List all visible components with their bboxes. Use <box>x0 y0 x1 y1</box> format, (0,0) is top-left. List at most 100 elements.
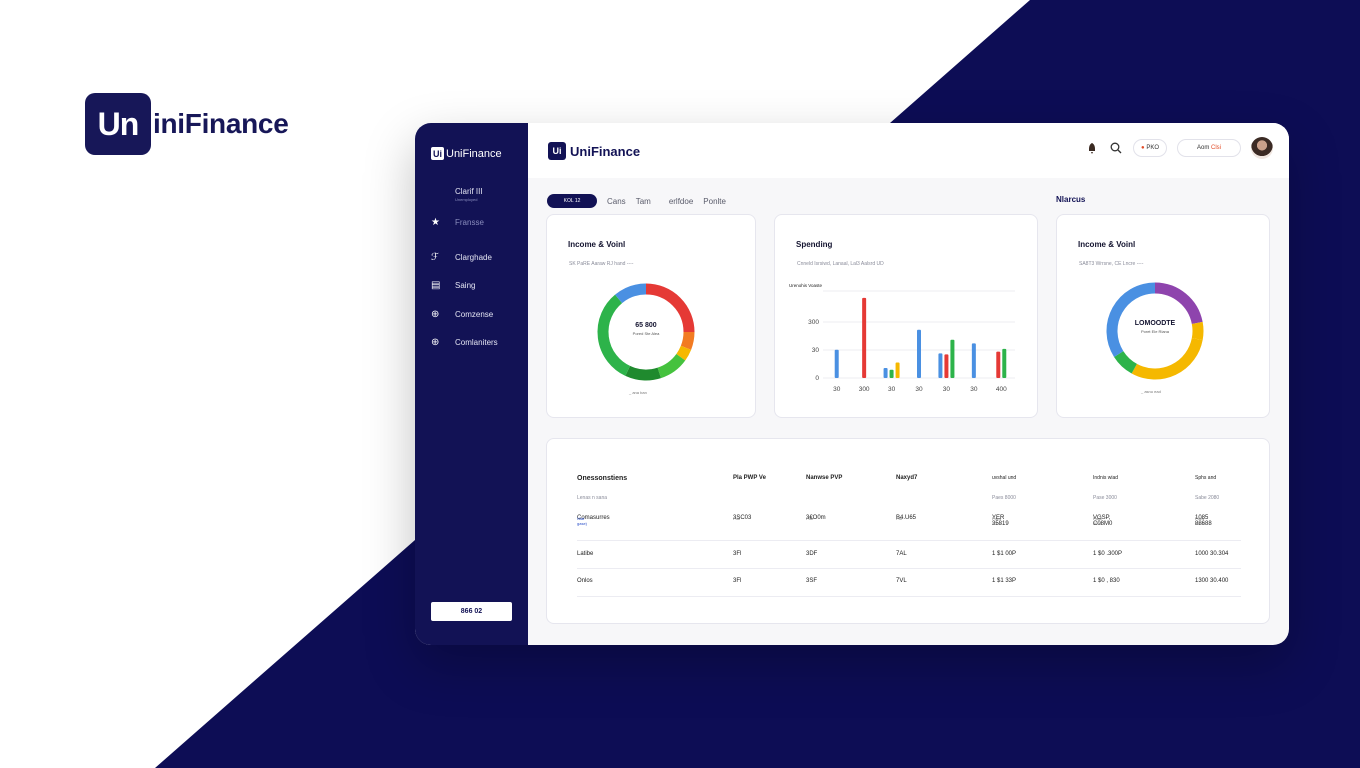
topbar-logo-mark: Ui <box>548 142 566 160</box>
sidebar-item-label: Clarif III <box>455 187 483 196</box>
x-tick-label: 300 <box>859 386 870 393</box>
main-content: Ui UniFinance ● PKO Aom Clsi KO <box>528 123 1289 645</box>
card-title: Income & Voinl <box>568 240 626 249</box>
bar-2-6 <box>1002 348 1007 378</box>
column-header: Nanwse PVP <box>806 475 843 481</box>
search-icon[interactable] <box>1109 141 1123 155</box>
sidebar-item-comlaniters[interactable]: ⊕ Comlaniters <box>431 337 498 348</box>
x-tick-label: 30 <box>915 386 923 393</box>
sidebar-logo-mark: Ui <box>431 147 444 160</box>
table-cell: 1 $0 .300P <box>1093 551 1123 557</box>
user-menu[interactable]: Aom Clsi <box>1177 139 1241 157</box>
card-title: Income & Voinl <box>1078 240 1136 249</box>
table-subtitle: Lenas n sana <box>577 495 608 501</box>
row-label: Comasurres <box>577 515 610 521</box>
donut-slice <box>680 331 695 350</box>
table-cell: B4.U65 <box>896 515 917 521</box>
globe-icon: ⊕ <box>431 309 440 320</box>
sidebar-logo[interactable]: Ui UniFinance <box>431 147 502 160</box>
bar-1-4 <box>944 354 949 378</box>
y-axis-label: Urenohis Voaste <box>789 283 823 288</box>
bar-1-6 <box>996 351 1001 378</box>
table-row[interactable]: Onlos 3Fl 3SF 7VL 1 $1 33P 1 $0 , 830 13… <box>577 569 1241 597</box>
table-cell: 1 $0 , 830 <box>1093 578 1120 584</box>
y-tick-label: 0 <box>815 375 819 382</box>
table-cell-sub: Pdb <box>806 516 814 521</box>
donut-slice <box>1114 350 1138 374</box>
table-cell: 7AL <box>896 551 907 557</box>
tab-ponlte[interactable]: Ponlte <box>703 196 726 206</box>
table-cell-sub: Pase 3000 <box>1093 516 1103 526</box>
status-pill[interactable]: ● PKO <box>1133 139 1167 157</box>
sidebar-item-label: Fransse <box>455 218 484 227</box>
transactions-table: Onessonstiens Pla PWP Ve Nanwse PVP Naxy… <box>577 475 1241 597</box>
column-subheader: Pase 3000 <box>1093 495 1117 501</box>
sidebar: Ui UniFinance Clarif III Unemployed ★ Fr… <box>415 123 528 645</box>
table-cell: 1085 88688 <box>1195 515 1212 527</box>
table-subheader-row: Lenas n sana Paes 8000 Pase 3000 Sabe 20… <box>577 495 1241 515</box>
column-header: Sphs and <box>1195 475 1217 481</box>
tab-cans[interactable]: Cans <box>607 196 626 206</box>
column-subheader: Sabe 2080 <box>1195 495 1220 501</box>
x-tick-label: 30 <box>888 386 896 393</box>
donut-slice <box>1154 282 1203 325</box>
donut-slice <box>615 283 647 304</box>
sidebar-item-clarghade[interactable]: ℱ Clarghade <box>431 252 492 263</box>
brand-name: iniFinance <box>153 108 289 139</box>
row-label: Onlos <box>577 578 593 584</box>
table-cell-sub: Pdb <box>733 516 741 521</box>
x-tick-label: 30 <box>833 386 841 393</box>
table-cell: YER 35819 <box>992 515 1009 527</box>
sidebar-logo-text: UniFinance <box>446 147 502 160</box>
bar-0-4 <box>938 353 943 378</box>
bar-2-2 <box>889 369 894 378</box>
user-name: Aom <box>1196 145 1210 151</box>
tab-bar: KOL 12 Cans Tam erlfdoe Ponlte <box>547 194 726 208</box>
table-cell: 1 $1 00P <box>992 551 1017 557</box>
table-cell: 3SF <box>806 578 818 584</box>
table-row[interactable]: Comasurres Nlat gase) 3SC03 Pdb 3€O0m Pdb B… <box>577 515 1241 541</box>
sidebar-item-fransse[interactable]: ★ Fransse <box>431 217 484 228</box>
status-pill-label: PKO <box>1146 145 1159 151</box>
topbar-logo[interactable]: Ui UniFinance <box>548 142 640 160</box>
bar-1-1 <box>862 297 867 378</box>
bar-0-5 <box>971 343 976 378</box>
x-tick-label: 400 <box>996 386 1007 393</box>
card-subtitle: SK PaRE Aaraw RJ hand ---- <box>569 261 634 267</box>
table-cell: 3€O0m <box>806 515 826 521</box>
column-header: uvshal und <box>992 475 1017 481</box>
bar-0-3 <box>917 329 921 378</box>
donut-center-value: LOMOODTE <box>1134 320 1176 327</box>
row-label: Latibe <box>577 551 594 557</box>
tab-tam[interactable]: Tam <box>635 196 651 206</box>
tab-erlfdoe[interactable]: erlfdoe <box>668 196 694 206</box>
card-footer: _ ana ban <box>629 390 647 395</box>
sidebar-item-clarif[interactable]: Clarif III Unemployed <box>431 187 483 202</box>
table-cell: 1 $1 33P <box>992 578 1017 584</box>
table-header-row: Onessonstiens Pla PWP Ve Nanwse PVP Naxy… <box>577 475 1241 495</box>
sidebar-item-saing[interactable]: ▤ Saing <box>431 280 475 291</box>
table-cell: 1300 30.400 <box>1195 578 1229 584</box>
tab-kol[interactable]: KOL 12 <box>547 194 597 208</box>
section-title: Nlarcus <box>1056 195 1086 204</box>
flame-icon: ● <box>1141 145 1145 151</box>
donut-center: 65 800 Pored Ste Alea <box>616 322 676 336</box>
spending-card: Spending Cnneld Isrsiwd, Lanaal, Lal3 Aa… <box>774 214 1038 418</box>
card-subtitle: Cnneld Isrsiwd, Lanaal, Lal3 Aalsrd UD <box>797 261 884 267</box>
notification-icon[interactable] <box>1085 141 1099 155</box>
table-row[interactable]: Latibe 3Fl 3DF 7AL 1 $1 00P 1 $0 .300P 1… <box>577 541 1241 569</box>
table-cell-sub: Pdes 3000 <box>992 516 1002 526</box>
topbar: Ui UniFinance ● PKO Aom Clsi <box>528 123 1289 178</box>
donut-slice <box>625 365 661 381</box>
table-cell-sub: Pdf <box>896 516 903 521</box>
table-cell: VGSP, C08M0 <box>1093 515 1113 527</box>
sidebar-action-button[interactable]: 866 02 <box>431 602 512 621</box>
avatar[interactable] <box>1251 137 1273 159</box>
column-subheader: Paes 8000 <box>992 495 1016 501</box>
brand-logo: Un iniFinance <box>85 93 289 155</box>
donut-slice <box>1191 321 1204 341</box>
income-donut-chart <box>597 283 695 381</box>
sidebar-item-comzense[interactable]: ⊕ Comzense <box>431 309 493 320</box>
card-title: Spending <box>796 240 833 249</box>
bar-2-4 <box>950 339 955 378</box>
